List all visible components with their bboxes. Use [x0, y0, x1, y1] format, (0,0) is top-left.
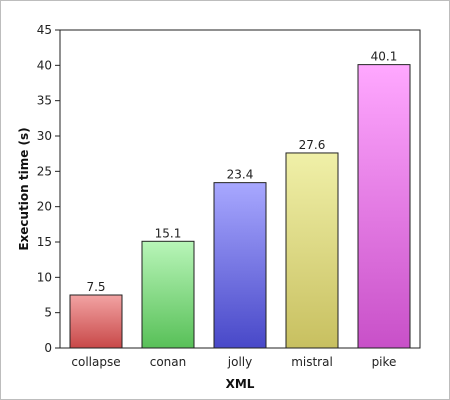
data-label-collapse: 7.5 — [86, 280, 105, 294]
x-tick-label-conan: conan — [150, 355, 187, 369]
x-tick-label-pike: pike — [372, 355, 397, 369]
bar-mistral — [285, 152, 339, 349]
y-tick-label: 40 — [37, 58, 52, 72]
y-tick-label: 5 — [44, 306, 52, 320]
data-label-conan: 15.1 — [155, 226, 182, 240]
x-axis-title: XML — [226, 377, 255, 391]
data-label-jolly: 23.4 — [227, 168, 254, 182]
x-tick-label-collapse: collapse — [71, 355, 120, 369]
y-tick-label: 25 — [37, 164, 52, 178]
y-tick-label: 15 — [37, 235, 52, 249]
data-label-mistral: 27.6 — [299, 138, 326, 152]
bar-pike — [357, 64, 411, 349]
y-tick-label: 20 — [37, 200, 52, 214]
y-tick-label: 0 — [44, 341, 52, 355]
y-tick-label: 10 — [37, 270, 52, 284]
x-tick-label-mistral: mistral — [291, 355, 333, 369]
y-axis-title: Execution time (s) — [17, 127, 31, 250]
y-tick-label: 30 — [37, 129, 52, 143]
y-tick-label: 45 — [37, 23, 52, 37]
data-label-pike: 40.1 — [371, 50, 398, 64]
bar-conan — [141, 240, 195, 349]
bar-jolly — [213, 182, 267, 349]
bar-collapse — [69, 294, 123, 349]
y-tick-label: 35 — [37, 94, 52, 108]
x-tick-label-jolly: jolly — [227, 355, 252, 369]
